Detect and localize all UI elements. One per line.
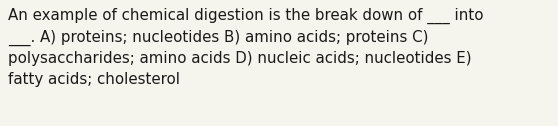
Text: An example of chemical digestion is the break down of ___ into
___. A) proteins;: An example of chemical digestion is the …	[8, 8, 483, 87]
